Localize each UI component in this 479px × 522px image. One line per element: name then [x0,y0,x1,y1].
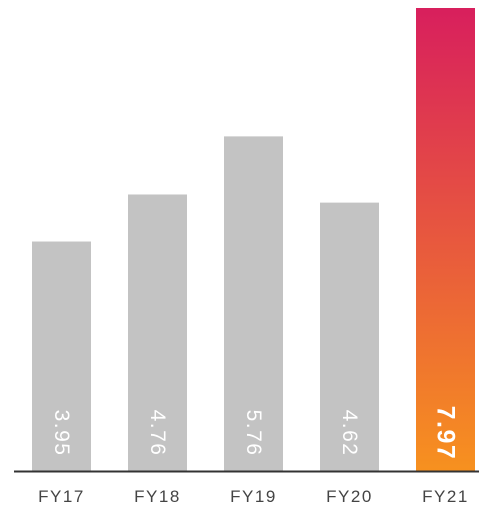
value-label-fy18: 4.76 [146,410,169,457]
bar-fy21 [416,8,475,471]
value-labels-group: 3.95 4.76 5.76 4.62 7.97 [50,406,460,461]
category-label-fy17: FY17 [38,487,85,506]
category-labels-group: FY17 FY18 FY19 FY20 FY21 [38,487,469,506]
value-label-fy19: 5.76 [242,410,265,457]
value-label-fy17: 3.95 [50,410,73,457]
value-label-fy20: 4.62 [338,410,361,457]
category-label-fy21: FY21 [422,487,469,506]
bars-group [32,8,475,472]
bar-fy20 [320,202,379,472]
bar-fy18 [128,194,187,472]
value-label-fy21: 7.97 [432,406,460,461]
bar-fy19 [224,136,283,471]
category-label-fy20: FY20 [326,487,373,506]
bar-fy17 [32,241,91,471]
category-label-fy19: FY19 [230,487,277,506]
category-label-fy18: FY18 [134,487,181,506]
